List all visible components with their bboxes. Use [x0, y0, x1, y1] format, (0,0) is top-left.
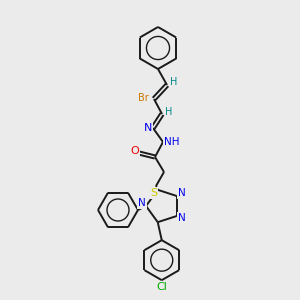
Text: Br: Br — [138, 93, 148, 103]
Text: NH: NH — [164, 137, 180, 147]
Text: N: N — [178, 188, 186, 198]
Text: H: H — [170, 77, 178, 87]
Text: N: N — [138, 198, 146, 208]
Text: H: H — [165, 107, 173, 117]
Text: N: N — [178, 213, 186, 223]
Text: Cl: Cl — [156, 282, 167, 292]
Text: O: O — [130, 146, 140, 156]
Text: N: N — [144, 123, 152, 133]
Text: S: S — [150, 188, 158, 198]
